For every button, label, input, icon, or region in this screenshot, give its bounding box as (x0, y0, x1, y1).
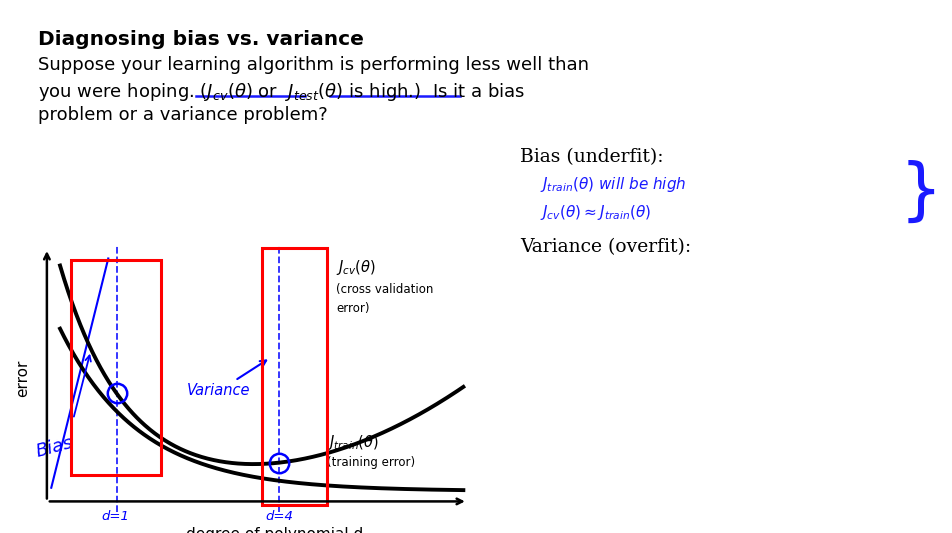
Text: }: } (899, 160, 942, 226)
Text: Variance (overfit):: Variance (overfit): (520, 238, 690, 256)
Text: you were hoping. ($J_{cv}(\theta)$ or  $J_{test}(\theta)$ is high.)  Is it a bia: you were hoping. ($J_{cv}(\theta)$ or $J… (38, 81, 525, 103)
Text: $J_{cv}(\theta)$: $J_{cv}(\theta)$ (336, 258, 376, 277)
Bar (70, 260, 161, 475)
Text: Variance: Variance (187, 360, 266, 398)
Text: d=4: d=4 (265, 510, 293, 523)
Text: Bias: Bias (33, 434, 75, 461)
Text: Diagnosing bias vs. variance: Diagnosing bias vs. variance (38, 30, 364, 49)
Text: $J_{train}(\theta)$ will be high: $J_{train}(\theta)$ will be high (540, 175, 685, 194)
Text: Suppose your learning algorithm is performing less well than: Suppose your learning algorithm is perfo… (38, 56, 588, 74)
Text: $J_{train}(\theta)$: $J_{train}(\theta)$ (327, 433, 379, 451)
Text: $J_{cv}(\theta) \approx J_{train}(\theta)$: $J_{cv}(\theta) \approx J_{train}(\theta… (540, 203, 650, 222)
Text: (cross validation: (cross validation (336, 282, 433, 296)
Text: d=1: d=1 (101, 510, 129, 523)
Text: (training error): (training error) (327, 456, 415, 469)
Text: degree of polynomial d: degree of polynomial d (186, 528, 363, 533)
Text: Bias (underfit):: Bias (underfit): (520, 148, 663, 166)
Bar (262, 248, 327, 505)
Text: error): error) (336, 302, 369, 315)
Text: error: error (15, 360, 30, 397)
Text: problem or a variance problem?: problem or a variance problem? (38, 106, 327, 124)
